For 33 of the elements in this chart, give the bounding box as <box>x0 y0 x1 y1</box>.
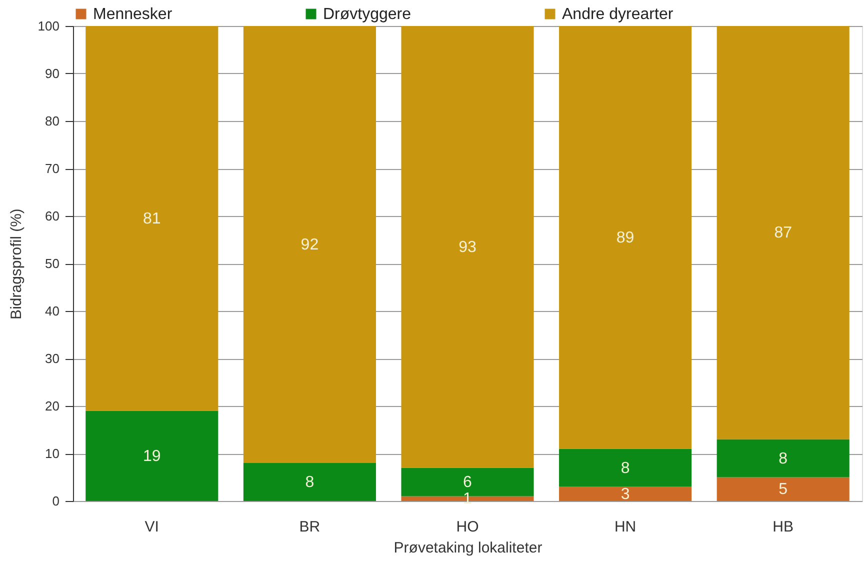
data-label: 5 <box>778 481 788 498</box>
data-label: 92 <box>300 236 319 254</box>
data-label: 8 <box>620 460 630 477</box>
x-tick-label: HO <box>456 518 479 536</box>
x-tick-label: VI <box>144 518 159 536</box>
legend-label: Andre dyrearter <box>562 6 674 23</box>
legend-label: Drøvtyggere <box>323 6 412 23</box>
y-tick-label: 60 <box>45 208 60 224</box>
y-axis-title: Bidragsprofil (%) <box>8 208 25 320</box>
y-tick-label: 70 <box>45 161 60 176</box>
y-tick-label: 90 <box>45 66 60 81</box>
legend-label: Mennesker <box>93 6 173 23</box>
y-tick-label: 0 <box>52 494 60 508</box>
y-tick-label: 50 <box>45 256 60 271</box>
data-label: 8 <box>305 474 314 491</box>
data-label: 8 <box>778 450 788 468</box>
y-tick-label: 10 <box>45 446 60 461</box>
data-label: 93 <box>458 238 476 256</box>
x-tick-label: HB <box>772 518 794 536</box>
x-tick-label: HN <box>614 518 636 536</box>
data-label: 89 <box>616 229 634 246</box>
y-tick-label: 20 <box>45 398 60 414</box>
y-tick-label: 30 <box>45 351 60 366</box>
data-label: 3 <box>620 486 630 503</box>
y-tick-label: 100 <box>38 18 60 34</box>
data-label: 6 <box>463 474 472 491</box>
data-label: 87 <box>774 224 792 242</box>
y-tick-label: 40 <box>45 304 60 318</box>
data-label: 19 <box>143 448 161 465</box>
y-tick-label: 80 <box>45 114 60 128</box>
x-tick-label: BR <box>299 518 320 536</box>
data-label: 81 <box>143 210 161 228</box>
x-axis-title: Prøvetaking lokaliteter <box>394 540 542 556</box>
